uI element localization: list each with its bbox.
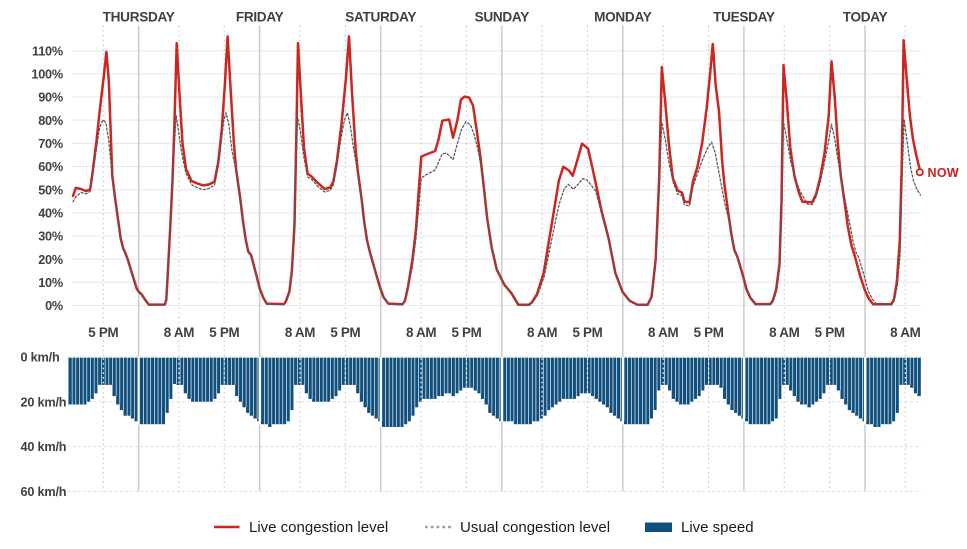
svg-text:60 km/h: 60 km/h (21, 485, 67, 499)
svg-text:SATURDAY: SATURDAY (345, 10, 416, 25)
svg-text:60%: 60% (38, 160, 63, 174)
svg-text:THURSDAY: THURSDAY (103, 10, 175, 25)
svg-text:Live speed: Live speed (681, 519, 754, 536)
svg-text:8 AM: 8 AM (527, 325, 557, 340)
svg-text:5 PM: 5 PM (330, 325, 360, 340)
svg-text:NOW: NOW (928, 166, 959, 180)
svg-text:5 PM: 5 PM (209, 325, 239, 340)
svg-text:TUESDAY: TUESDAY (713, 10, 775, 25)
svg-text:0 km/h: 0 km/h (21, 351, 60, 365)
svg-text:8 AM: 8 AM (890, 325, 920, 340)
svg-text:5 PM: 5 PM (88, 325, 118, 340)
svg-text:80%: 80% (38, 114, 63, 128)
svg-text:100%: 100% (31, 68, 63, 82)
svg-text:Live congestion level: Live congestion level (249, 519, 388, 536)
svg-text:SUNDAY: SUNDAY (475, 10, 530, 25)
svg-text:20 km/h: 20 km/h (21, 395, 67, 409)
svg-text:Usual congestion level: Usual congestion level (460, 519, 610, 536)
svg-text:TODAY: TODAY (843, 10, 888, 25)
svg-text:90%: 90% (38, 91, 63, 105)
svg-text:5 PM: 5 PM (694, 325, 724, 340)
svg-text:5 PM: 5 PM (572, 325, 602, 340)
svg-text:0%: 0% (45, 299, 63, 313)
svg-text:8 AM: 8 AM (285, 325, 315, 340)
svg-text:8 AM: 8 AM (769, 325, 799, 340)
svg-text:8 AM: 8 AM (406, 325, 436, 340)
svg-text:MONDAY: MONDAY (594, 10, 652, 25)
svg-text:8 AM: 8 AM (648, 325, 678, 340)
svg-text:40 km/h: 40 km/h (21, 440, 67, 454)
svg-text:8 AM: 8 AM (164, 325, 194, 340)
svg-text:110%: 110% (32, 44, 63, 58)
svg-text:30%: 30% (38, 230, 63, 244)
svg-text:5 PM: 5 PM (815, 325, 845, 340)
svg-text:70%: 70% (38, 137, 63, 151)
svg-text:50%: 50% (38, 183, 63, 197)
svg-text:10%: 10% (38, 276, 63, 290)
svg-text:20%: 20% (38, 253, 63, 267)
svg-text:FRIDAY: FRIDAY (236, 10, 284, 25)
svg-text:40%: 40% (38, 207, 63, 221)
svg-text:5 PM: 5 PM (451, 325, 481, 340)
